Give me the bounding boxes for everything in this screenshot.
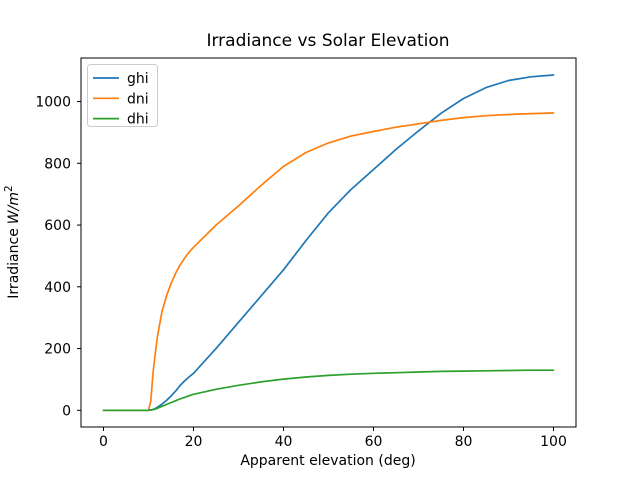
y-tick-label: 400 [44, 280, 71, 296]
x-tick-label: 40 [275, 434, 293, 450]
y-axis-ticks: 0 200 400 600 800 1000 [35, 95, 81, 419]
y-axis-label-prefix: Irradiance [6, 228, 22, 299]
legend-label-dhi: dhi [127, 112, 149, 128]
y-tick-label: 0 [62, 403, 71, 419]
legend-label-ghi: ghi [127, 71, 149, 87]
axes-frame [80, 57, 577, 428]
legend-label-dni: dni [127, 91, 149, 107]
series-lines [102, 74, 555, 412]
x-tick-label: 80 [455, 434, 473, 450]
legend: ghi dni dhi [87, 64, 158, 128]
series-line-dni [102, 112, 555, 412]
y-tick-label: 600 [44, 218, 71, 234]
chart-title: Irradiance vs Solar Elevation [206, 31, 449, 51]
y-axis-label-unit: W/m [6, 192, 22, 224]
y-axis-label-superscript: 2 [3, 185, 15, 192]
x-tick-label: 60 [365, 434, 383, 450]
x-axis-ticks: 0 20 40 60 80 100 [99, 427, 567, 450]
plot-area [81, 58, 576, 427]
y-tick-label: 1000 [35, 95, 71, 111]
x-tick-label: 0 [99, 434, 108, 450]
series-line-dhi [102, 369, 555, 412]
legend-box [87, 64, 158, 127]
y-axis-label: Irradiance W/m2 [3, 185, 22, 298]
x-axis-label: Apparent elevation (deg) [240, 453, 415, 469]
x-tick-label: 20 [185, 434, 203, 450]
x-tick-label: 100 [540, 434, 567, 450]
y-tick-label: 200 [44, 342, 71, 358]
y-tick-label: 800 [44, 156, 71, 172]
